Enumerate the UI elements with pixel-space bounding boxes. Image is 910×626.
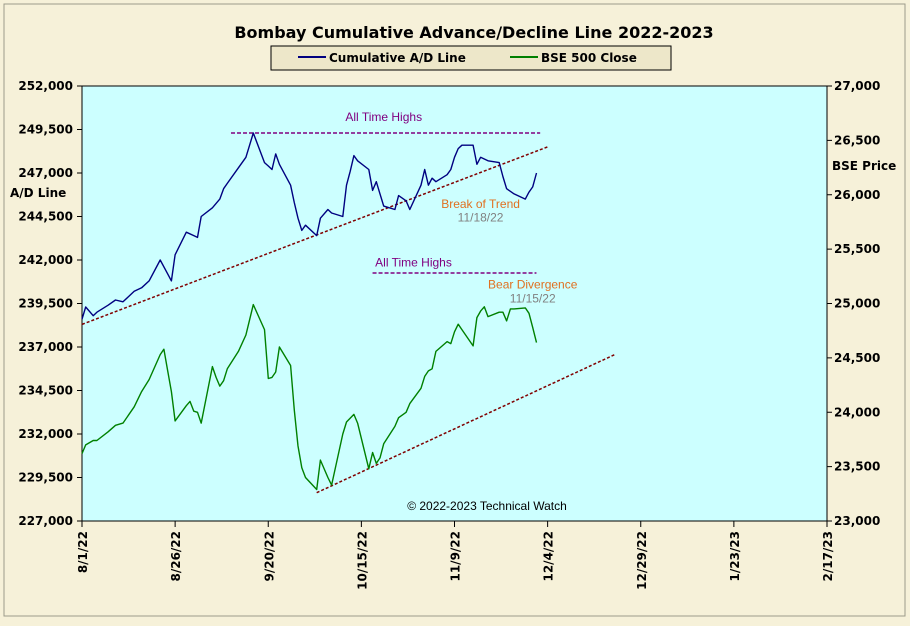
legend-box — [270, 45, 672, 71]
legend: Cumulative A/D Line BSE 500 Close — [270, 45, 672, 71]
y-left-tick-label: 227,000 — [18, 514, 73, 528]
y-right-tick-label: 25,000 — [834, 297, 880, 311]
y-left-tick-label: 232,000 — [18, 427, 73, 441]
x-tick-label: 8/26/22 — [169, 531, 183, 582]
annotation-6: 11/15/22 — [510, 291, 556, 305]
y-left-tick-label: 242,000 — [18, 253, 73, 267]
y-right-tick-label: 26,500 — [834, 133, 880, 147]
y-right-tick-label: 24,500 — [834, 351, 880, 365]
y-right-tick-label: 26,000 — [834, 188, 880, 202]
y-left-axis-title: A/D Line — [10, 186, 66, 200]
x-tick-label: 11/9/22 — [449, 531, 463, 582]
y-left-tick-label: 237,000 — [18, 340, 73, 354]
y-right-tick-label: 23,500 — [834, 460, 880, 474]
x-tick-label: 9/20/22 — [262, 531, 276, 582]
axis-ticks: 252,000 249,500 247,000 244,500 242,000 239,5… — [18, 79, 880, 590]
x-tick-label: 1/23/23 — [728, 531, 742, 582]
x-tick-label: 12/29/22 — [635, 531, 649, 590]
annotation-1: All Time Highs — [345, 110, 422, 124]
y-left-tick-label: 252,000 — [18, 79, 73, 93]
y-right-tick-label: 24,000 — [834, 405, 880, 419]
x-tick-label: 10/15/22 — [355, 531, 369, 590]
y-left-tick-label: 249,500 — [18, 123, 73, 137]
y-left-tick-label: 234,500 — [18, 384, 73, 398]
y-right-tick-label: 25,500 — [834, 242, 880, 256]
plot-lines — [81, 132, 615, 494]
y-right-axis-title: BSE Price — [832, 159, 896, 173]
y-left-tick-label: 229,500 — [18, 471, 73, 485]
annotation-5: Bear Divergence — [488, 277, 578, 291]
annotation-3: 11/18/22 — [458, 211, 504, 225]
y-right-tick-label: 27,000 — [834, 79, 880, 93]
copyright-note: © 2022-2023 Technical Watch — [407, 499, 567, 513]
legend-label-bse: BSE 500 Close — [541, 51, 637, 65]
y-right-tick-label: 23,000 — [834, 514, 880, 528]
x-tick-label: 12/4/22 — [542, 531, 556, 582]
plot-area — [81, 85, 828, 522]
y-left-tick-label: 239,500 — [18, 297, 73, 311]
chart-title: Bombay Cumulative Advance/Decline Line 2… — [234, 23, 713, 42]
trend-line-1 — [81, 146, 548, 326]
series-bse-500 — [81, 303, 538, 491]
annotation-2: Break of Trend — [441, 197, 520, 211]
x-tick-label: 2/17/23 — [821, 531, 835, 582]
y-left-tick-label: 244,500 — [18, 210, 73, 224]
x-tick-label: 8/1/22 — [76, 531, 90, 573]
legend-label-ad-line: Cumulative A/D Line — [329, 51, 466, 65]
annotation-4: All Time Highs — [375, 256, 452, 270]
series-ad-line — [81, 132, 538, 320]
y-left-tick-label: 247,000 — [18, 166, 73, 180]
